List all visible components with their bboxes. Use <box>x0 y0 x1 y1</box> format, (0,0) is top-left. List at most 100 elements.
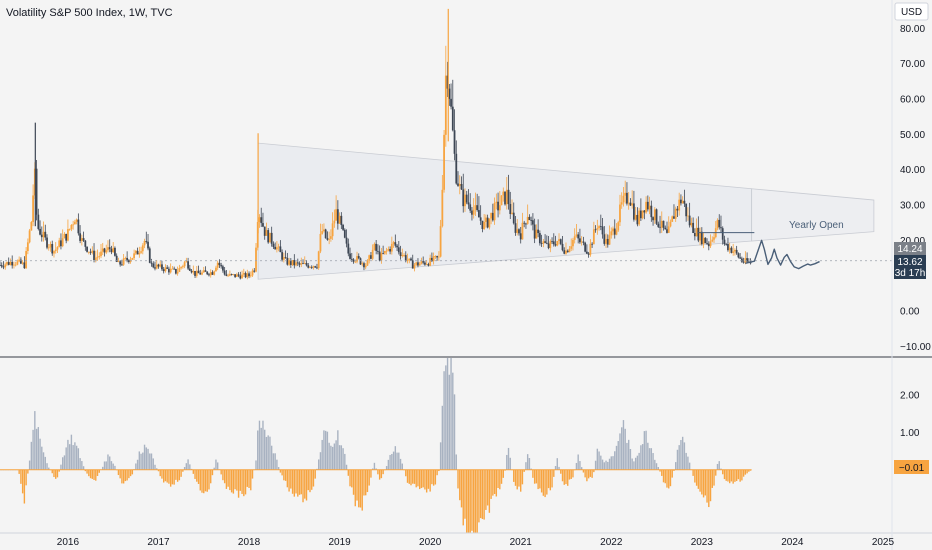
candle-body <box>260 217 263 224</box>
candle-body <box>528 216 531 221</box>
candle-body <box>377 250 379 252</box>
oscillator-bar <box>122 469 125 484</box>
oscillator-bar <box>307 469 309 491</box>
triangle-extension[interactable] <box>751 188 875 242</box>
candle-body <box>303 262 306 264</box>
oscillator-bar <box>680 440 682 470</box>
candle-body <box>269 232 271 243</box>
candle-body <box>126 257 129 261</box>
candle-body <box>114 247 116 256</box>
oscillator-bar <box>551 469 553 488</box>
oscillator-bar <box>701 469 703 495</box>
oscillator-bar <box>741 469 743 481</box>
oscillator-bar <box>314 469 316 479</box>
oscillator-bar <box>182 469 184 472</box>
oscillator-bar <box>734 469 736 482</box>
candle-body <box>363 263 365 268</box>
candle-body <box>686 215 689 217</box>
candle-body <box>98 256 101 257</box>
oscillator-bar <box>556 458 558 470</box>
candle-body <box>394 242 397 246</box>
candle-body <box>408 258 411 261</box>
candle-body <box>258 217 261 223</box>
oscillator-bar <box>169 469 172 487</box>
candle-body <box>331 223 334 237</box>
candle-body <box>275 247 278 250</box>
oscillator-bar <box>396 452 398 470</box>
time-axis-ticks[interactable]: 2016 2017 2018 2019 2020 2021 2022 2023 2024 2025 <box>57 537 895 548</box>
oscillator-bar <box>648 448 651 470</box>
oscillator-bar <box>481 469 484 520</box>
candle-body <box>723 239 726 244</box>
candle-body <box>699 231 701 241</box>
candle-body <box>281 252 284 260</box>
candle-body <box>629 202 632 206</box>
oscillator-bar <box>627 439 630 470</box>
oscillator-bar <box>537 469 539 490</box>
oscillator-bar <box>603 462 606 470</box>
oscillator-bar <box>419 469 421 490</box>
candle-body <box>732 251 735 253</box>
oscillator-bar <box>302 469 304 503</box>
candle-body <box>115 255 118 262</box>
currency-label[interactable]: USD <box>901 7 922 18</box>
currency-button[interactable]: USD <box>894 2 929 21</box>
candle-body <box>51 244 54 254</box>
candle-body <box>371 249 374 259</box>
candle-body <box>626 192 628 204</box>
candle-body <box>94 257 97 260</box>
candle-body <box>28 230 31 243</box>
candle-body <box>343 229 346 238</box>
candle-body <box>713 237 715 240</box>
oscillator-bar <box>358 469 360 508</box>
oscillator-bar <box>178 469 181 481</box>
candle-body <box>255 247 257 272</box>
candle-body <box>359 258 362 265</box>
oscillator-axis-ticks[interactable]: 2.00 1.00 <box>900 391 920 439</box>
oscillator-bar <box>340 445 343 470</box>
oscillator-bar <box>730 469 733 482</box>
candle-body <box>305 262 308 266</box>
currency-button-frame[interactable] <box>894 2 929 21</box>
candle-body <box>558 239 560 241</box>
candle-body <box>171 268 174 270</box>
candle-body <box>328 238 331 240</box>
candle-body <box>610 231 613 236</box>
price-axis-ticks[interactable]: 80.00 70.00 60.00 50.00 40.00 30.00 20.00 0.00 −… <box>900 24 931 353</box>
candle-body <box>519 233 522 240</box>
oscillator-bar <box>110 461 113 470</box>
projection-path[interactable] <box>745 239 820 270</box>
oscillator-bar <box>394 446 397 470</box>
candle-body <box>227 275 230 277</box>
oscillator-bar <box>387 459 390 470</box>
oscillator-bar <box>681 436 684 470</box>
candle-body <box>39 228 41 235</box>
oscillator-bar <box>425 469 428 493</box>
oscillator-bar <box>216 462 219 470</box>
oscillator-bar <box>121 469 123 484</box>
candle-body <box>136 250 139 255</box>
candle-body <box>190 270 193 273</box>
oscillator-bar <box>459 469 461 501</box>
candle-body <box>608 235 611 245</box>
oscillator-bar <box>697 469 700 489</box>
candle-body <box>399 252 402 257</box>
candle-body <box>11 261 14 266</box>
oscillator-bar <box>596 448 599 470</box>
candle-body <box>192 270 195 273</box>
candle-body <box>535 229 538 239</box>
candle-body <box>385 250 388 252</box>
oscillator-bar <box>176 469 179 482</box>
time-tick-label: 2016 <box>57 537 80 548</box>
candle-body <box>653 209 656 221</box>
candle-body <box>446 75 449 89</box>
oscillator-bar <box>44 456 46 470</box>
candle-body <box>312 266 315 268</box>
oscillator-bar <box>361 469 363 511</box>
candle-body <box>730 247 733 253</box>
oscillator-bar <box>579 461 581 470</box>
oscillator-bar <box>422 469 424 488</box>
candle-body <box>26 242 29 252</box>
oscillator-bar <box>65 447 67 470</box>
oscillator-bar <box>495 469 498 497</box>
